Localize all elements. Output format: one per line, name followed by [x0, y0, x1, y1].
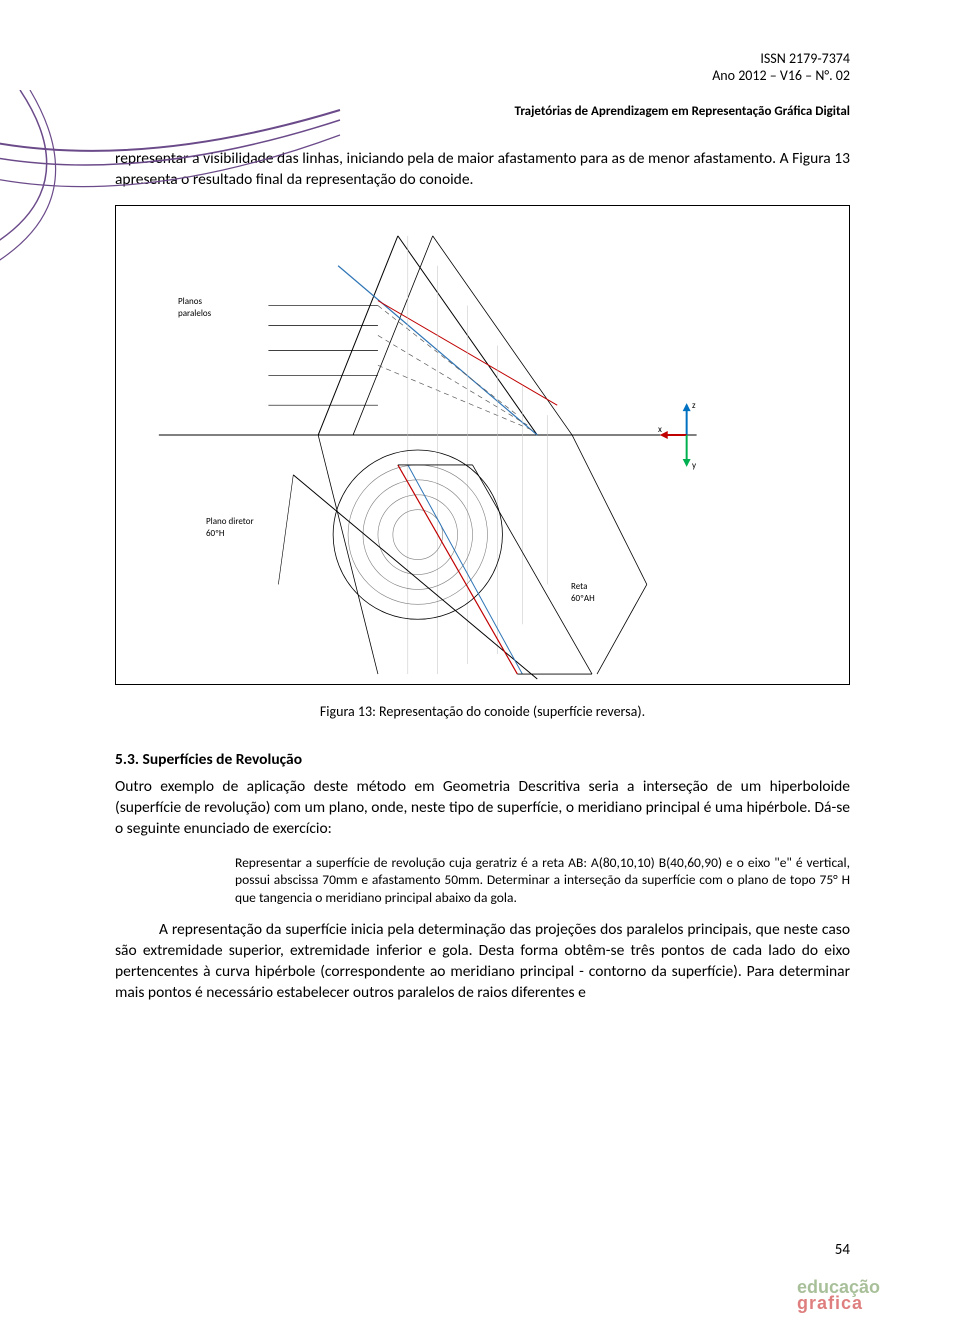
axis-x-label: x [658, 424, 662, 436]
paragraph-1: representar a visibilidade das linhas, i… [115, 149, 850, 191]
page-number: 54 [835, 1241, 850, 1259]
axis-y-label: y [692, 460, 696, 472]
label-reta: Reta 60ºAH [571, 581, 595, 604]
journal-subtitle: Trajetórias de Aprendizagem em Represent… [115, 104, 850, 119]
issn: ISSN 2179-7374 [115, 50, 850, 67]
axis-z-label: z [692, 400, 696, 412]
label-planos: Planos paralelos [178, 296, 211, 319]
page-root: ISSN 2179-7374 Ano 2012 – V16 – N°. 02 T… [0, 0, 960, 1329]
header-meta: ISSN 2179-7374 Ano 2012 – V16 – N°. 02 [115, 50, 850, 84]
figure-svg [116, 206, 849, 684]
label-plano-diretor: Plano diretor 60ºH [206, 516, 254, 539]
edition: Ano 2012 – V16 – N°. 02 [115, 67, 850, 84]
paragraph-2: Outro exemplo de aplicação deste método … [115, 777, 850, 840]
section-heading: 5.3. Superfícies de Revolução [115, 750, 850, 769]
footer-logo: educação grafica [797, 1279, 880, 1311]
exercise-quote: Representar a superfície de revolução cu… [235, 854, 850, 907]
footer-logo-line2: grafica [797, 1295, 880, 1311]
paragraph-3: A representação da superfície inicia pel… [115, 920, 850, 1004]
figure-caption: Figura 13: Representação do conoide (sup… [115, 703, 850, 720]
figure-13: Planos paralelos Plano diretor 60ºH Reta… [115, 205, 850, 685]
